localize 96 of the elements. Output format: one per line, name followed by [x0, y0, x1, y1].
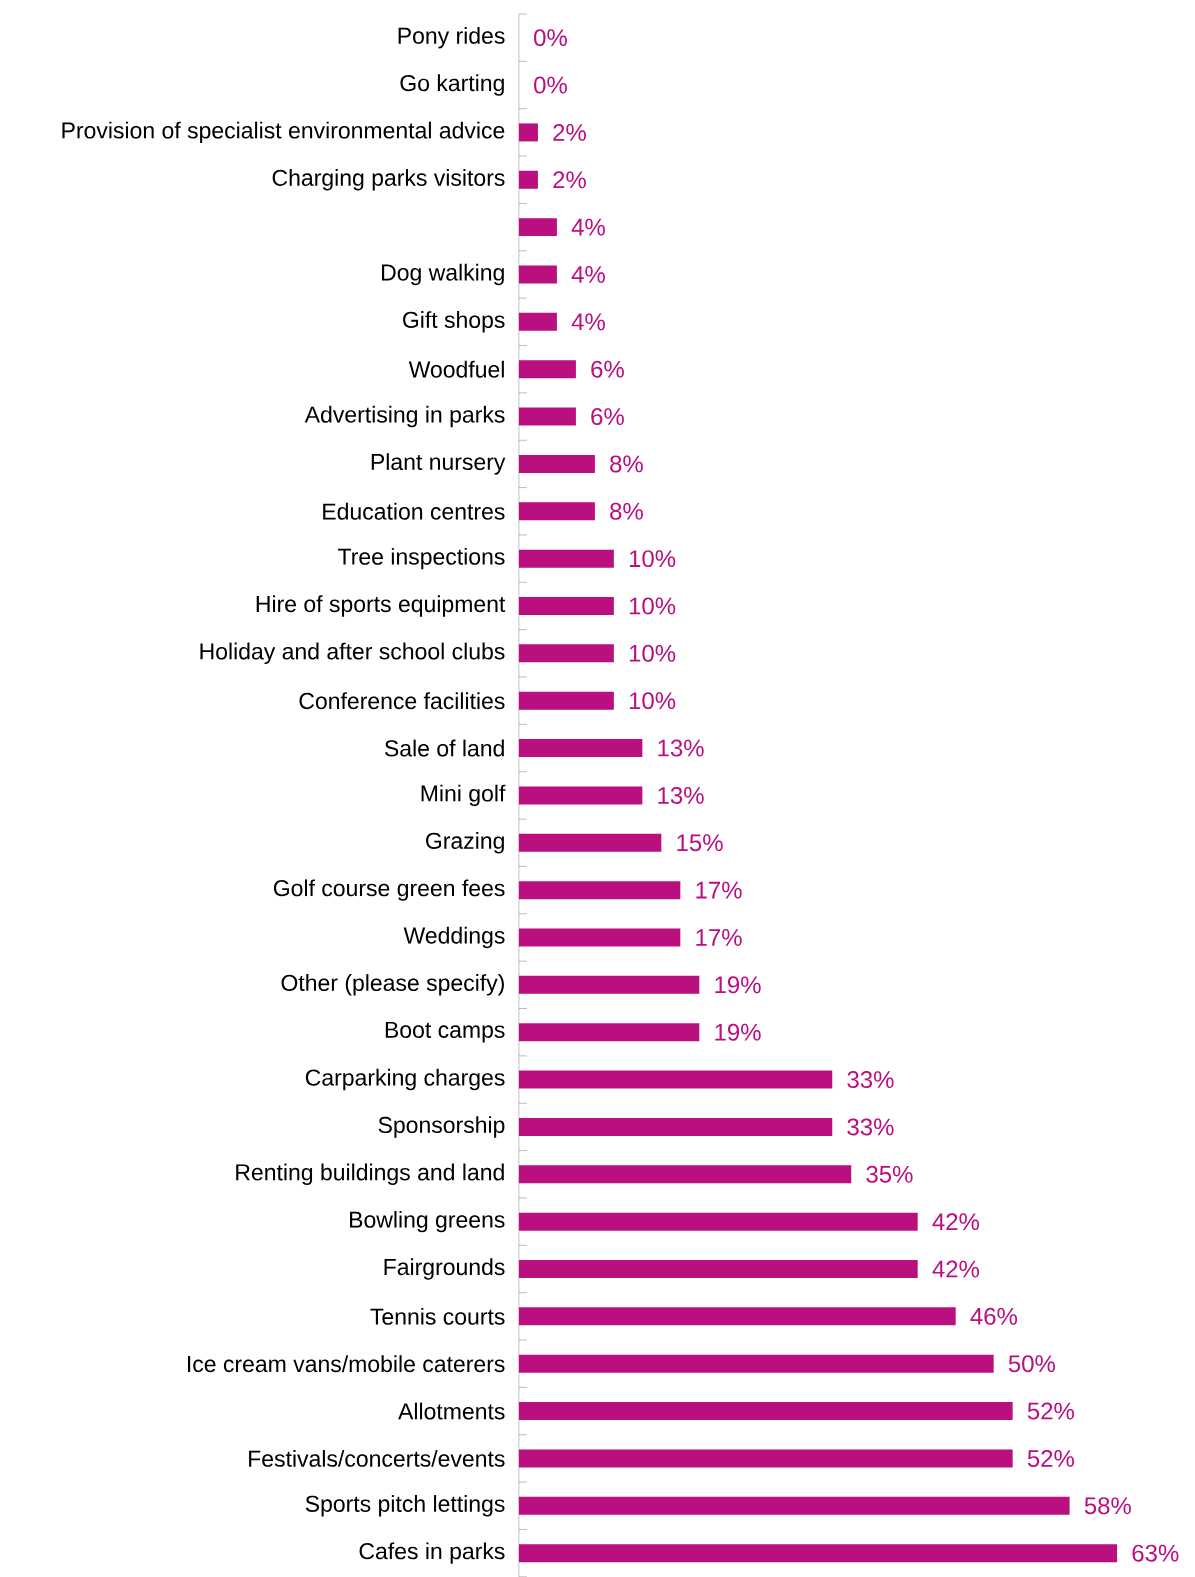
bar	[519, 312, 557, 331]
y-tick-label: Golf course green fees	[273, 879, 505, 901]
data-label: 42%	[932, 1213, 980, 1231]
bar	[519, 1307, 956, 1326]
y-tick-label: Festivals/concerts/events	[249, 1449, 505, 1467]
bar	[519, 596, 614, 615]
data-label: 8%	[610, 455, 643, 473]
bar	[519, 549, 614, 568]
data-label: 6%	[591, 360, 624, 378]
data-label: 42%	[932, 1260, 980, 1278]
bar	[519, 1259, 918, 1278]
y-tick-label: Provision of specialist environmental advice	[62, 121, 505, 144]
data-label: 4%	[571, 313, 606, 331]
y-tick-label: Dog walking	[382, 263, 504, 286]
y-tick-label: Sports pitch lettings	[305, 1495, 505, 1517]
bar	[519, 407, 576, 426]
y-tick-label: Holiday and after school clubs	[200, 642, 505, 665]
data-label: 19%	[715, 1023, 761, 1041]
data-label: 4%	[571, 266, 606, 283]
bar	[519, 1165, 852, 1184]
y-tick-label: Fairgrounds	[384, 1258, 505, 1280]
y-tick-label: Plant nursery	[371, 453, 506, 475]
bar	[519, 454, 595, 473]
bar	[519, 123, 538, 142]
data-label: 52%	[1027, 1449, 1075, 1467]
data-label: 6%	[591, 408, 624, 426]
y-tick-label: Gift shops	[403, 311, 505, 333]
data-label: 50%	[1008, 1355, 1056, 1373]
bar	[519, 1496, 1070, 1515]
y-tick-label: Bowling greens	[350, 1210, 505, 1233]
bar	[519, 360, 576, 379]
bar	[519, 1402, 1013, 1421]
bar	[519, 928, 681, 947]
data-label: 13%	[658, 739, 704, 757]
bar	[519, 644, 614, 663]
y-tick-label: Sale of land	[385, 739, 504, 757]
data-label: 58%	[1084, 1497, 1132, 1515]
data-label: 10%	[629, 644, 676, 662]
y-tick-label: Pony rides	[398, 26, 505, 49]
y-tick-label: Charging parks visitors	[272, 169, 505, 191]
bar	[519, 1117, 833, 1136]
data-label: 33%	[847, 1118, 894, 1136]
y-tick-label: Other (please specify)	[281, 974, 505, 996]
data-label: 10%	[629, 692, 676, 710]
bar	[519, 786, 643, 805]
bar	[519, 881, 681, 900]
data-label: 17%	[696, 929, 742, 946]
data-label: 4%	[571, 218, 606, 236]
bar	[519, 1544, 1118, 1563]
data-label: 0%	[534, 76, 568, 94]
y-tick-label: Education centres	[323, 502, 505, 520]
bar	[519, 1212, 918, 1231]
bar	[519, 218, 557, 237]
bar	[519, 1449, 1013, 1468]
y-tick-label: Advertising in parks	[304, 405, 505, 428]
y-tick-label: Woodfuel	[408, 360, 504, 378]
y-tick-label: Mini golf	[421, 784, 506, 807]
data-label: 15%	[677, 834, 723, 852]
y-tick-label: Hire of sports equipment	[256, 595, 506, 617]
bar	[519, 1354, 994, 1373]
bar	[519, 1023, 700, 1042]
data-label: 13%	[658, 786, 704, 804]
data-label: 63%	[1132, 1544, 1179, 1562]
bar	[519, 1070, 833, 1089]
bar	[519, 170, 538, 189]
data-label: 2%	[553, 123, 587, 141]
data-label: 17%	[696, 881, 742, 899]
bar	[519, 833, 662, 852]
data-label: 46%	[970, 1307, 1018, 1325]
y-tick-label: Carparking charges	[305, 1068, 505, 1091]
data-label: 0%	[534, 29, 568, 47]
y-tick-label: Ice cream vans/mobile caterers	[188, 1355, 505, 1373]
y-tick-label: Renting buildings and land	[236, 1163, 504, 1185]
y-tick-label: Weddings	[403, 926, 505, 949]
y-tick-label: Boot camps	[385, 1021, 505, 1043]
y-tick-label: Cafes in parks	[359, 1542, 505, 1564]
y-tick-label: Tree inspections	[338, 547, 505, 570]
bar	[519, 739, 643, 758]
y-tick-label: Tennis courts	[370, 1307, 505, 1325]
y-tick-label: Allotments	[398, 1402, 505, 1420]
y-tick-label: Sponsorship	[378, 1116, 505, 1138]
data-label: 2%	[553, 171, 587, 189]
data-label: 10%	[629, 597, 676, 615]
data-label: 8%	[610, 502, 643, 520]
y-tick-label: Grazing	[426, 832, 504, 854]
data-label: 19%	[715, 976, 761, 994]
data-label: 33%	[847, 1071, 894, 1089]
bar	[519, 502, 595, 521]
bar	[519, 691, 614, 710]
data-label: 10%	[629, 550, 676, 568]
bar	[519, 975, 700, 994]
data-label: 52%	[1027, 1402, 1075, 1420]
y-tick-label: Go karting	[400, 74, 504, 96]
bar	[519, 265, 557, 284]
data-label: 35%	[866, 1165, 913, 1183]
y-tick-label: Conference facilities	[299, 692, 505, 710]
